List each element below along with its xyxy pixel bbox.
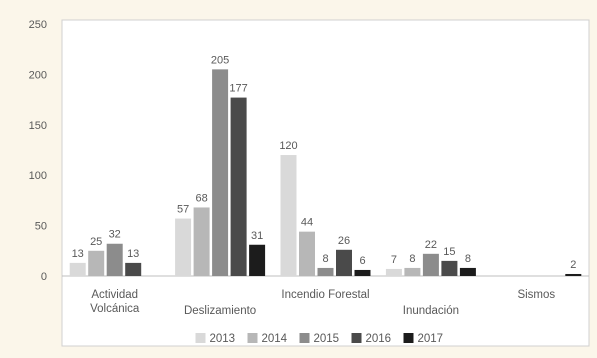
bar (354, 269, 371, 276)
legend-swatch (195, 333, 206, 343)
bar (106, 243, 123, 276)
legend-swatch (247, 333, 258, 343)
data-label: 8 (409, 253, 415, 265)
y-tick-label: 200 (29, 69, 47, 81)
bar (193, 207, 210, 276)
data-label: 44 (301, 217, 313, 229)
bar (69, 262, 86, 276)
legend-swatch (299, 333, 310, 343)
category-label: Incendio Forestal (281, 289, 369, 301)
data-label: 32 (109, 229, 121, 241)
y-tick-label: 50 (35, 221, 47, 233)
bar (459, 267, 476, 276)
bar (299, 231, 315, 276)
legend: 2013 2014 2015 2016 2017 (195, 333, 444, 345)
data-label: 22 (425, 239, 437, 251)
axis-layer: 0 50 100 150 200 250 (29, 19, 589, 283)
bar (317, 267, 334, 276)
bar (385, 268, 402, 276)
data-label: 7 (391, 254, 397, 266)
y-tick-label: 0 (41, 271, 47, 283)
data-label: 68 (195, 192, 207, 204)
bar (230, 97, 247, 276)
data-label: 25 (90, 236, 102, 248)
bar (88, 250, 105, 276)
bar (249, 244, 266, 276)
bars-layer (69, 69, 582, 276)
y-tick-label: 250 (29, 19, 47, 31)
data-label: 6 (359, 255, 365, 267)
data-label: 8 (322, 253, 328, 265)
bar (212, 69, 229, 276)
bar (125, 262, 142, 276)
data-label: 120 (279, 140, 297, 152)
data-label: 205 (211, 54, 229, 66)
bar (336, 249, 352, 276)
data-label: 2 (570, 259, 576, 271)
category-labels-layer: Actividad Volcánica Deslizamiento Incendio … (90, 289, 555, 317)
category-label: Deslizamiento (184, 305, 256, 317)
bar (565, 273, 582, 276)
plot-area (61, 19, 590, 347)
category-label: Sismos (517, 289, 555, 301)
category-label: Volcánica (90, 303, 140, 315)
data-label: 13 (72, 248, 84, 260)
legend-swatch (403, 333, 414, 343)
bar (422, 253, 439, 276)
bar (175, 218, 192, 276)
legend-label: 2016 (366, 333, 392, 345)
data-label: 57 (177, 204, 189, 216)
category-label: Inundación (403, 305, 459, 317)
y-tick-label: 150 (29, 120, 47, 132)
data-label: 177 (229, 83, 247, 95)
y-tick-label: 100 (29, 170, 47, 182)
data-label: 13 (127, 248, 139, 260)
legend-label: 2014 (262, 333, 288, 345)
data-label: 8 (465, 253, 471, 265)
legend-label: 2017 (418, 333, 444, 345)
bar (280, 155, 297, 276)
legend-swatch (351, 333, 362, 343)
bar (404, 267, 421, 276)
data-label: 31 (251, 230, 263, 242)
legend-label: 2013 (210, 333, 236, 345)
bar (441, 260, 458, 276)
data-label: 26 (338, 235, 350, 247)
legend-label: 2015 (314, 333, 340, 345)
data-label: 15 (443, 246, 455, 258)
category-label: Actividad (91, 289, 138, 301)
